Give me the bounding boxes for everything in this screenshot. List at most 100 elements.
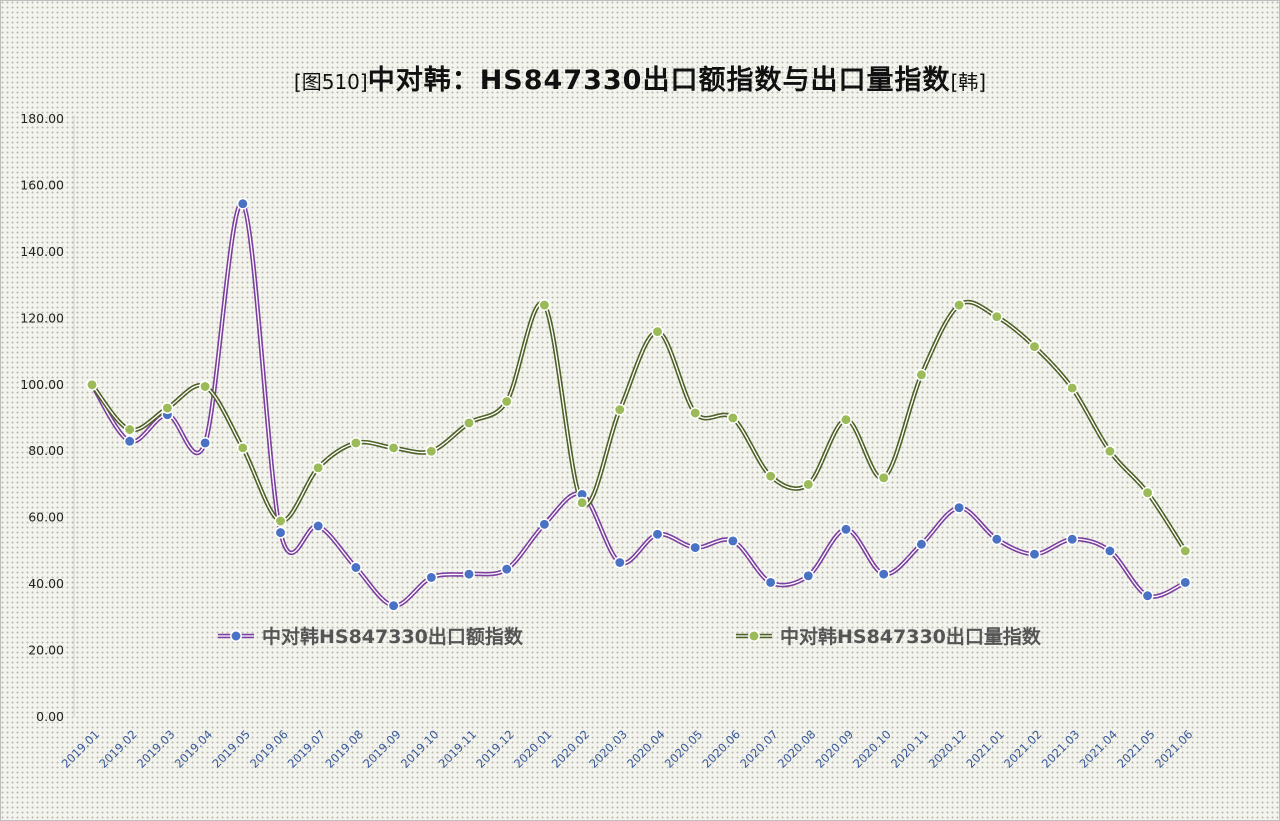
series-layer	[86, 197, 1192, 612]
series-amount-point	[199, 436, 212, 449]
series-amount-point	[274, 526, 287, 539]
series-volume-point	[349, 436, 362, 449]
legend-swatch-marker	[748, 630, 760, 642]
legend-label: 中对韩HS847330出口量指数	[780, 625, 1042, 648]
x-tick-label: 2020.01	[511, 727, 555, 771]
series-volume-point	[953, 299, 966, 311]
series-amount-point	[387, 599, 400, 612]
series-amount-line	[90, 201, 1187, 608]
series-volume-point	[199, 380, 212, 393]
series-amount-point	[840, 523, 852, 536]
series-volume-point	[86, 378, 98, 391]
series-volume-point	[425, 445, 438, 458]
x-tick-label: 2020.04	[624, 727, 668, 771]
x-tick-label: 2021.03	[1039, 727, 1083, 771]
x-tick-label: 2019.03	[134, 727, 178, 771]
series-amount-point	[349, 561, 362, 574]
series-amount-point	[1103, 544, 1116, 557]
y-tick-label: 80.00	[28, 443, 64, 458]
x-tick-label: 2019.05	[209, 727, 253, 771]
y-tick-label: 120.00	[20, 310, 64, 325]
x-tick-label: 2020.09	[813, 727, 857, 771]
series-amount-point	[990, 533, 1003, 546]
series-volume-point	[538, 299, 551, 311]
series-volume-point	[312, 461, 325, 474]
series-volume-point	[1179, 544, 1192, 557]
x-tick-label: 2020.11	[888, 727, 932, 771]
legend-item-amount: 中对韩HS847330出口额指数	[218, 625, 524, 648]
x-tick-label: 2020.03	[586, 727, 630, 771]
series-amount	[90, 201, 1187, 608]
x-tick-label: 2020.08	[775, 727, 819, 771]
series-amount-point	[1141, 589, 1154, 602]
y-tick-label: 60.00	[28, 510, 64, 525]
x-tick-label: 2019.11	[436, 727, 480, 771]
y-tick-label: 140.00	[20, 244, 64, 259]
y-tick-label: 180.00	[20, 111, 64, 126]
y-tick-label: 40.00	[28, 576, 64, 591]
series-volume-line	[90, 299, 1188, 553]
series-amount-point	[538, 518, 551, 531]
series-volume-point	[1066, 382, 1079, 395]
series-amount-point	[500, 563, 513, 576]
series-volume-point	[613, 403, 626, 416]
series-volume-point	[877, 471, 890, 484]
x-tick-label: 2021.05	[1114, 727, 1158, 771]
x-tick-label: 2019.01	[59, 727, 103, 771]
series-amount-point	[463, 568, 475, 581]
legend: 中对韩HS847330出口额指数 中对韩HS847330出口量指数	[218, 625, 1042, 648]
x-tick-label: 2020.07	[737, 727, 781, 771]
y-tick-label: 100.00	[20, 377, 64, 392]
series-volume-point	[387, 441, 400, 454]
x-tick-label: 2019.02	[96, 727, 140, 771]
series-amount-point	[1179, 576, 1192, 589]
title-main: 中对韩：HS847330出口额指数与出口量指数	[367, 65, 951, 96]
x-tick-label: 2019.08	[322, 727, 366, 771]
legend-swatch-marker	[230, 630, 242, 642]
series-volume-point	[463, 417, 475, 429]
x-tick-label: 2020.12	[926, 727, 970, 771]
x-tick-label: 2021.06	[1152, 727, 1196, 771]
series-amount-point	[236, 197, 249, 210]
series-volume-point	[726, 412, 739, 424]
x-tick-label: 2019.07	[285, 727, 329, 771]
x-tick-label: 2019.10	[398, 727, 442, 771]
series-volume-point	[1028, 340, 1041, 353]
x-tick-label: 2019.09	[360, 727, 404, 771]
x-tick-label: 2019.12	[473, 727, 517, 771]
series-volume-points	[86, 299, 1192, 557]
x-tick-label: 2021.02	[1001, 727, 1045, 771]
series-amount-point	[312, 520, 325, 532]
legend-label: 中对韩HS847330出口额指数	[262, 625, 524, 648]
series-volume-line-highlight	[91, 301, 1186, 552]
x-tick-label: 2021.01	[963, 727, 1007, 771]
x-tick-label: 2020.10	[850, 727, 894, 771]
series-volume-point	[764, 470, 777, 483]
x-tick-label: 2019.04	[172, 727, 216, 771]
y-tick-label: 0.00	[36, 709, 64, 724]
series-volume-point	[123, 423, 136, 436]
x-tick-label: 2021.04	[1076, 727, 1120, 771]
x-tick-label: 2020.02	[549, 727, 593, 771]
series-volume-point	[236, 441, 249, 454]
series-volume-point	[651, 325, 664, 338]
series-volume-point	[990, 310, 1003, 323]
series-amount-point	[764, 576, 777, 589]
y-tick-label: 160.00	[20, 177, 64, 192]
series-volume-point	[1141, 486, 1154, 499]
series-amount-point	[613, 556, 626, 569]
series-volume-point	[274, 515, 287, 527]
title-suffix: [韩]	[950, 70, 987, 94]
x-tick-label: 2020.05	[662, 727, 706, 771]
title-prefix: [图510]	[293, 70, 368, 94]
series-amount-point	[1028, 548, 1041, 561]
x-tick-label: 2019.06	[247, 727, 291, 771]
series-volume	[90, 299, 1188, 553]
series-amount-point	[123, 435, 136, 448]
chart-title: [图510]中对韩：HS847330出口额指数与出口量指数[韩]	[0, 58, 1280, 97]
series-amount-point	[1066, 533, 1079, 546]
legend-item-volume: 中对韩HS847330出口量指数	[736, 625, 1042, 648]
series-amount-point	[877, 568, 890, 581]
series-volume-point	[576, 496, 589, 509]
